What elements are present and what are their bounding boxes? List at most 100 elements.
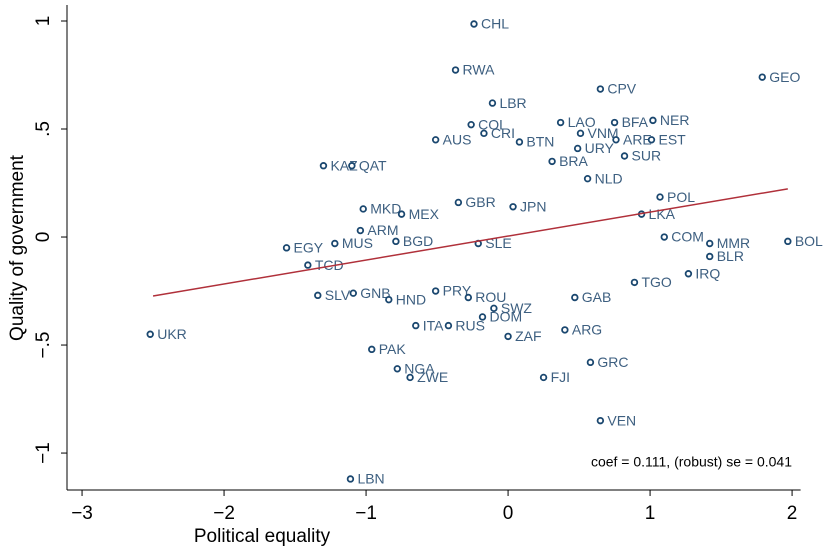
point-label: ROU — [475, 289, 506, 305]
point-label: DOM — [490, 309, 523, 325]
point — [583, 174, 592, 183]
point — [282, 244, 291, 252]
point-label: CPV — [607, 81, 636, 97]
point-label: NER — [660, 112, 690, 128]
point-label: EGY — [294, 240, 324, 256]
point — [319, 162, 328, 170]
point — [630, 278, 639, 287]
point — [586, 358, 595, 367]
y-axis-title: Quality of government — [7, 154, 28, 341]
point-label: TGO — [641, 274, 671, 290]
point-label: GRC — [597, 354, 628, 370]
point-label: MEX — [409, 206, 440, 222]
point — [684, 270, 693, 278]
y-tick-label: −1 — [33, 442, 54, 464]
point-label: BGD — [403, 233, 433, 249]
x-tick-label: −3 — [71, 503, 93, 524]
point-label: LBR — [499, 95, 526, 111]
point-label: QAT — [359, 157, 387, 173]
point — [349, 289, 357, 297]
point — [596, 416, 605, 425]
point — [656, 193, 664, 201]
point-label: HND — [396, 291, 426, 307]
point — [406, 373, 414, 382]
point — [397, 210, 406, 218]
point-label: RUS — [455, 317, 485, 333]
point-label: GAB — [582, 289, 612, 305]
point-label: EST — [658, 132, 686, 148]
point — [509, 203, 517, 211]
point-label: ARM — [367, 222, 398, 238]
point — [556, 118, 565, 127]
point-label: NLD — [595, 170, 623, 186]
fit-line — [152, 188, 788, 297]
point-label: FJI — [551, 369, 570, 385]
point — [431, 136, 440, 144]
point-label: VEN — [607, 412, 636, 428]
point-label: CHL — [481, 16, 509, 32]
y-tick-label: 0 — [33, 232, 54, 243]
point-label: LAO — [568, 114, 596, 130]
point — [647, 136, 656, 144]
point-label: POL — [667, 189, 695, 205]
point-label: COM — [671, 229, 704, 245]
point — [444, 321, 453, 330]
point-label: URY — [585, 140, 615, 156]
x-tick-label: 0 — [503, 503, 514, 524]
point — [392, 237, 400, 246]
point — [331, 239, 339, 248]
point-label: GEO — [769, 69, 800, 85]
point-label: PAK — [379, 341, 407, 357]
point — [649, 116, 657, 125]
point-label: NGA — [404, 361, 435, 377]
x-tick-label: −2 — [213, 503, 235, 524]
point-label: BRA — [559, 153, 588, 169]
point — [431, 287, 440, 295]
point — [454, 198, 463, 207]
point-label: BTN — [526, 134, 554, 150]
point-label: MKD — [370, 201, 401, 217]
point-label: RWA — [463, 62, 496, 78]
point — [610, 118, 619, 127]
point-label: BFA — [622, 114, 649, 130]
point-label: ZWE — [417, 369, 448, 385]
point-label: CRI — [491, 125, 515, 141]
point — [385, 295, 393, 304]
point — [348, 162, 356, 170]
point — [356, 226, 365, 235]
point — [488, 99, 497, 107]
point — [612, 136, 620, 144]
point-label: MMR — [717, 235, 750, 251]
point — [706, 239, 714, 248]
point-label: GBR — [465, 194, 495, 210]
point — [784, 237, 792, 246]
point — [576, 129, 585, 138]
point — [467, 120, 475, 129]
point-label: BOL — [795, 233, 823, 249]
point — [758, 73, 766, 81]
annotation: coef = 0.111, (robust) se = 0.041 — [591, 454, 792, 470]
point — [146, 330, 154, 338]
point-label: ZAF — [515, 328, 541, 344]
point-label: SUR — [632, 148, 662, 164]
point-label: SWZ — [501, 300, 533, 316]
point — [504, 332, 512, 341]
point-label: SLV — [325, 287, 351, 303]
point — [660, 233, 668, 241]
point — [451, 66, 460, 74]
point — [573, 144, 582, 153]
point-label: MUS — [342, 235, 373, 251]
point — [393, 365, 402, 373]
point-label: GNB — [360, 285, 390, 301]
point-label: ITA — [423, 317, 444, 333]
y-tick-label: .5 — [33, 121, 54, 137]
point — [346, 475, 355, 483]
x-axis-title: Political equality — [194, 526, 331, 547]
point-label: ARG — [572, 322, 602, 338]
x-tick-label: −1 — [355, 503, 377, 524]
point — [480, 129, 488, 138]
point — [470, 20, 478, 28]
point-label: KAZ — [330, 157, 358, 173]
y-tick-label: 1 — [33, 16, 54, 27]
